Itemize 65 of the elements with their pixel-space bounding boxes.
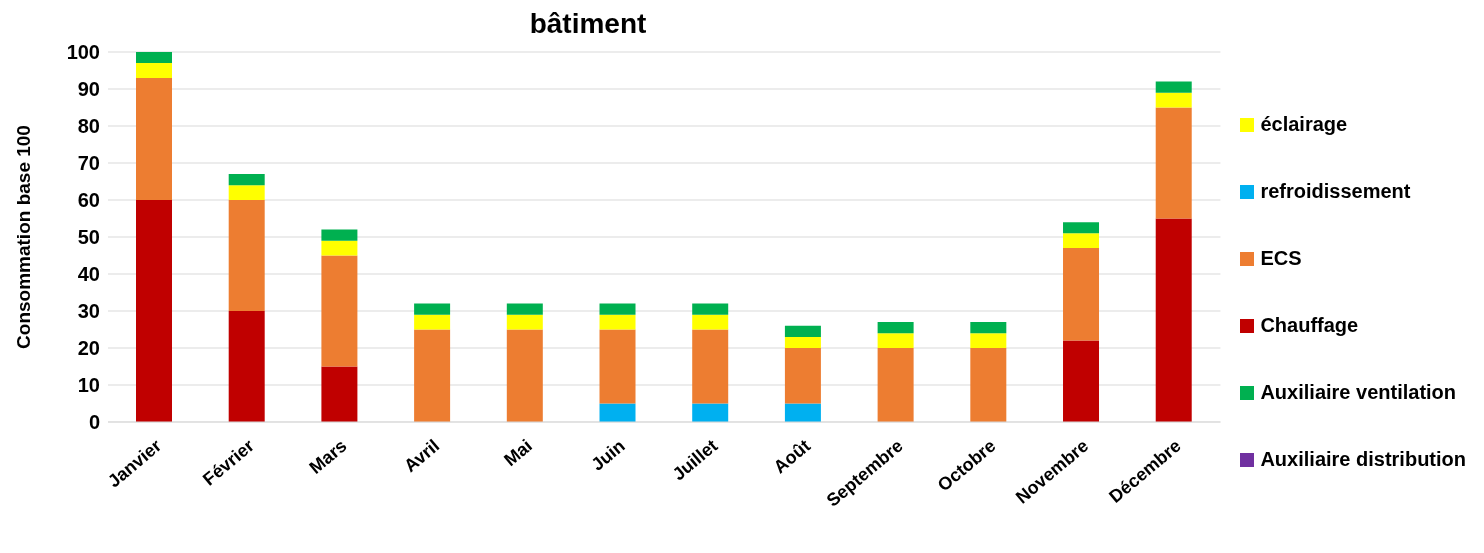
bar (1155, 92, 1192, 108)
bar (970, 348, 1007, 422)
bar (136, 200, 172, 422)
bar (970, 322, 1007, 334)
bar (414, 314, 451, 330)
bar (414, 303, 451, 315)
y-tick-label: 20 (77, 337, 100, 360)
bar (1063, 340, 1100, 422)
y-tick-label: 40 (77, 263, 100, 286)
chart-title: bâtiment (528, 8, 648, 41)
bar (599, 329, 636, 404)
bar (506, 329, 543, 422)
bar (599, 303, 636, 315)
bar (1155, 218, 1192, 422)
bar (599, 403, 636, 422)
bar (321, 255, 358, 367)
bar (414, 329, 451, 422)
y-tick-label: 60 (77, 189, 100, 212)
y-tick-label: 90 (77, 78, 100, 101)
y-tick-label: 0 (88, 411, 100, 434)
bar (692, 314, 729, 330)
bar (506, 303, 543, 315)
bar (136, 63, 172, 78)
y-tick-label: 10 (77, 374, 100, 397)
bar (136, 52, 172, 64)
bar (321, 366, 358, 422)
legend-label: Auxiliaire distribution (1260, 448, 1466, 471)
bar (136, 77, 172, 200)
bar (1155, 107, 1192, 219)
y-tick-label: 100 (66, 41, 100, 64)
legend-label: éclairage (1260, 113, 1348, 136)
legend-label: refroidissement (1260, 180, 1411, 203)
bar (506, 314, 543, 330)
bar (877, 322, 914, 334)
y-tick-label: 30 (77, 300, 100, 323)
bar (784, 403, 821, 422)
bar (1155, 81, 1192, 93)
legend-label: Chauffage (1260, 314, 1359, 337)
bar (228, 200, 265, 311)
y-tick-label: 50 (77, 226, 100, 249)
y-tick-label: 70 (77, 152, 100, 175)
bar (692, 403, 729, 422)
legend-label: ECS (1260, 247, 1302, 270)
bar (1063, 233, 1100, 249)
y-axis-title: Consommation base 100 (12, 125, 34, 349)
bar (692, 329, 729, 404)
bar (784, 325, 821, 337)
bar (228, 311, 265, 422)
bar (321, 240, 358, 256)
legend-label: Auxiliaire ventilation (1260, 381, 1457, 404)
bar (877, 348, 914, 422)
bar (692, 303, 729, 315)
bar (877, 333, 914, 348)
y-tick-label: 80 (77, 115, 100, 138)
bar (599, 314, 636, 330)
bar (970, 333, 1007, 348)
bar (228, 174, 265, 186)
bar (784, 348, 821, 404)
bar (1063, 222, 1100, 234)
bar (228, 185, 265, 200)
bar (321, 229, 358, 241)
x-tick-label: Juin (587, 435, 629, 475)
bar (784, 336, 821, 348)
bar (1063, 248, 1100, 341)
x-tick-label: Mai (500, 435, 536, 471)
